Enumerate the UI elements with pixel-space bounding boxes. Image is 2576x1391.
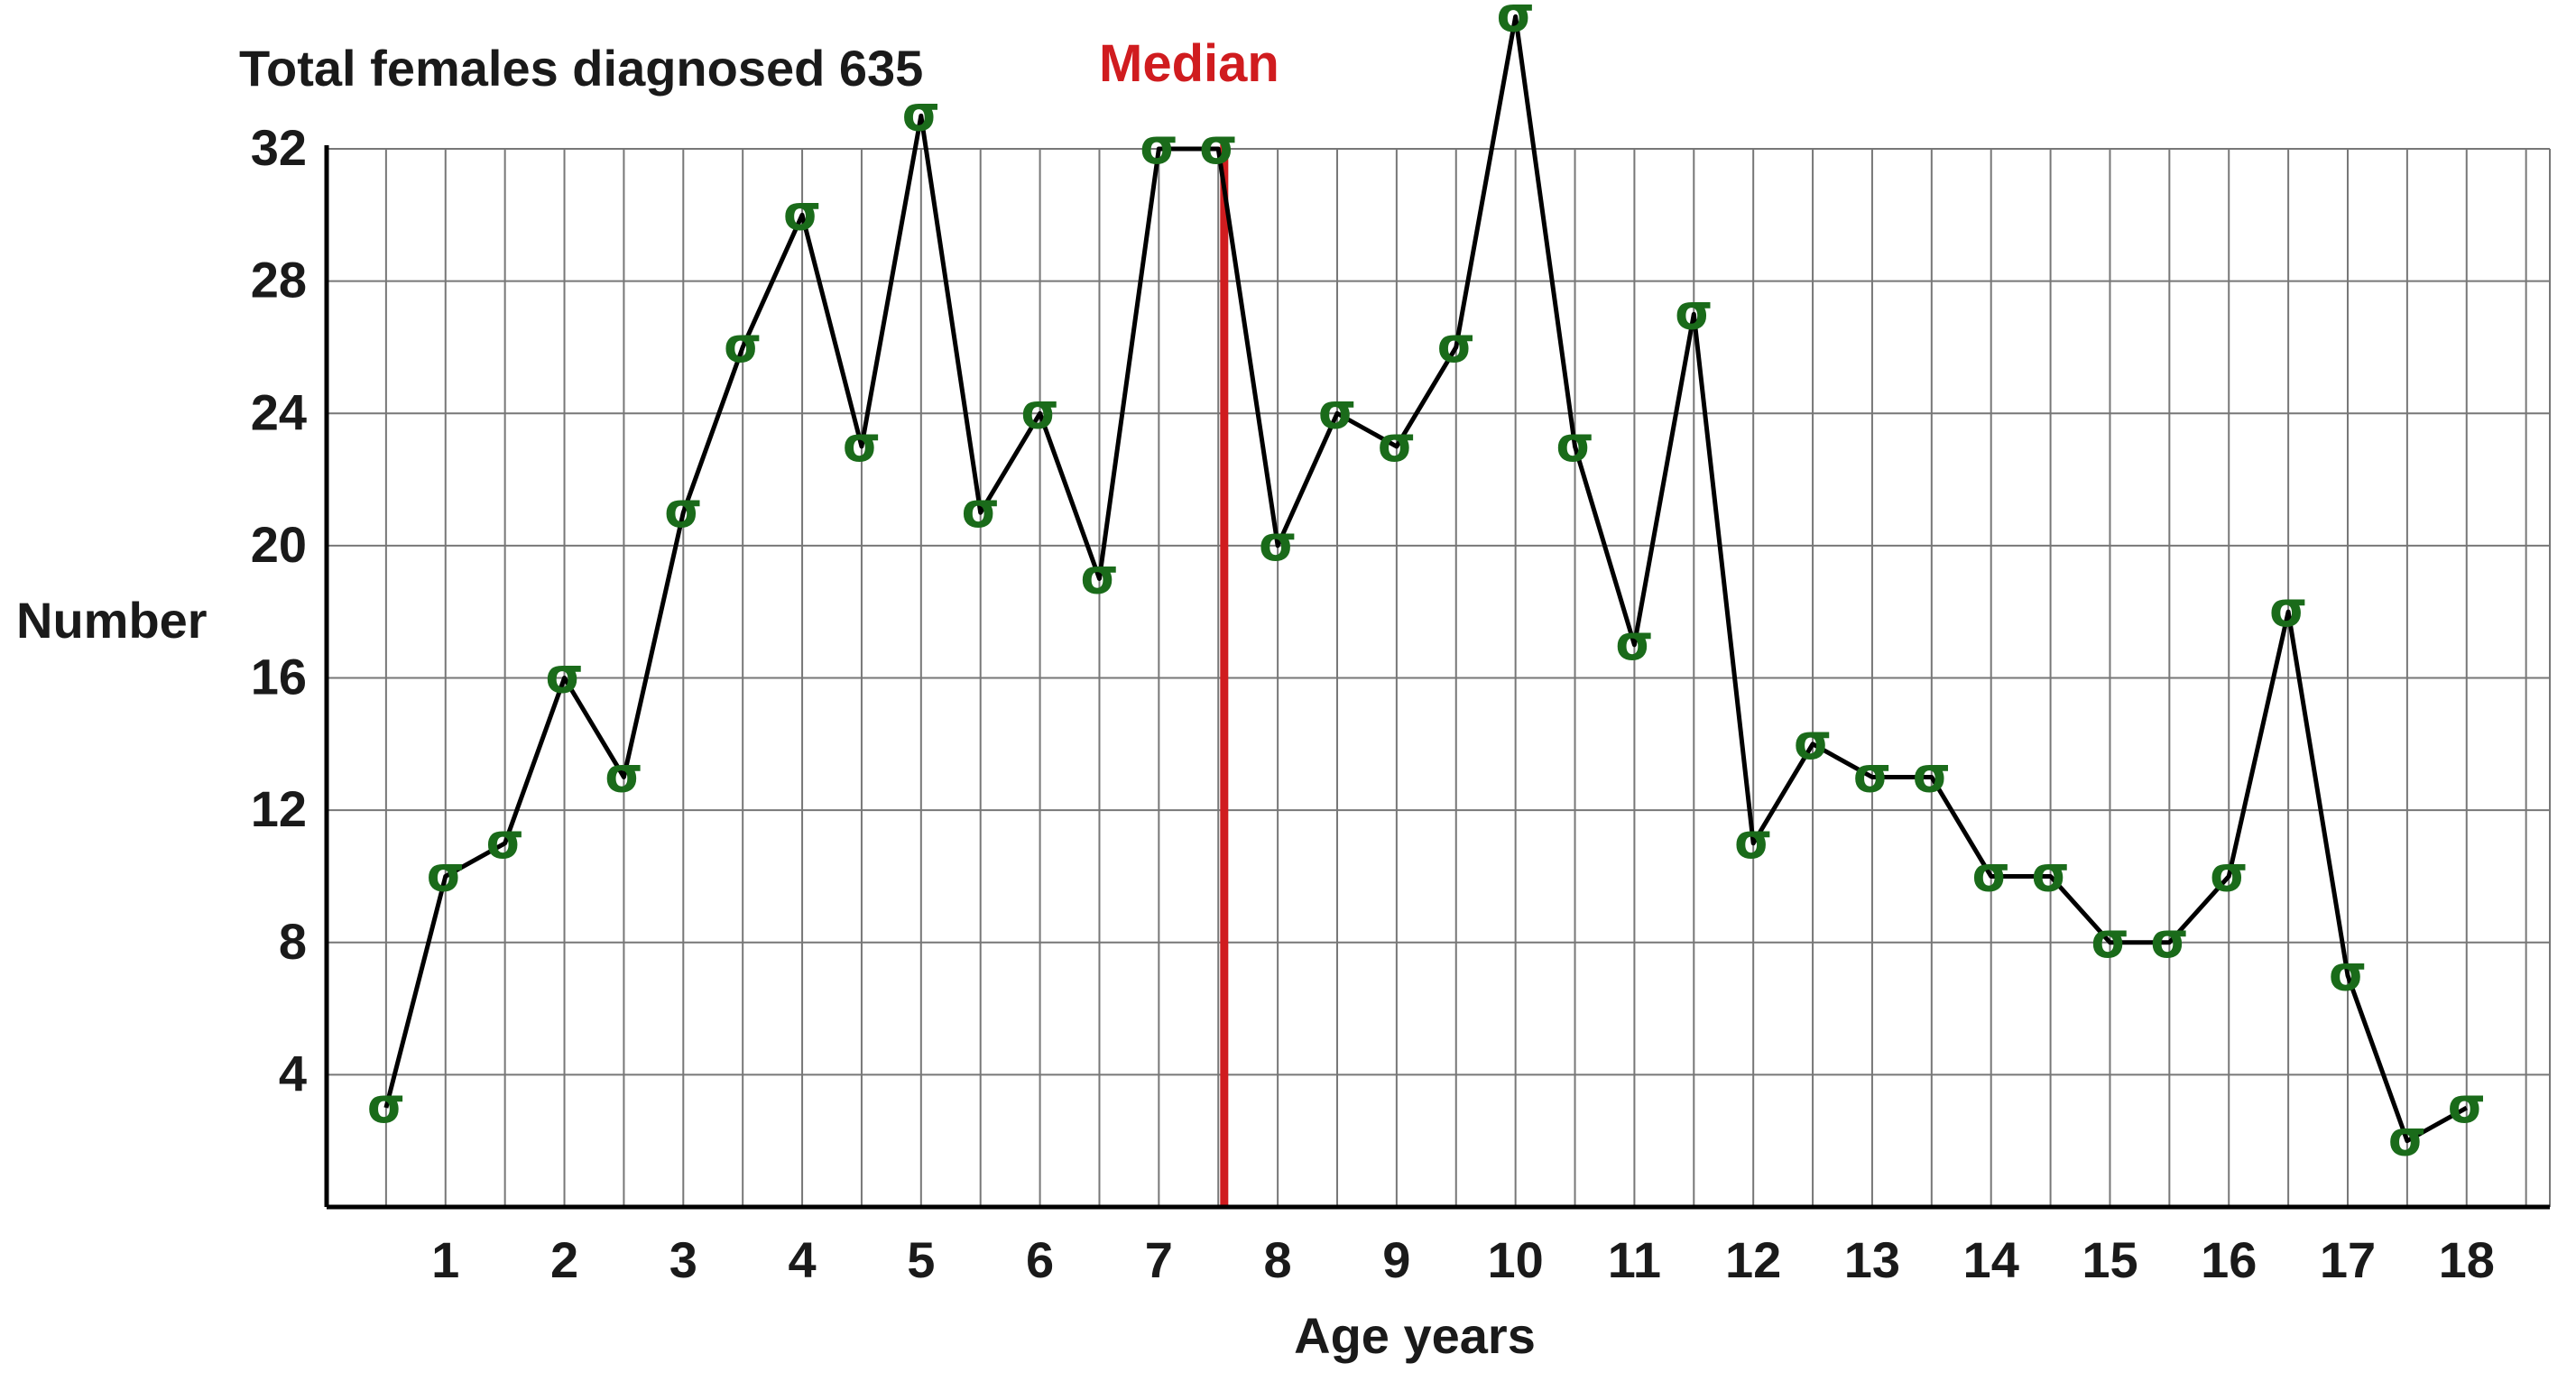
x-tick-label: 6 [1026,1231,1054,1288]
x-tick-label: 10 [1487,1231,1543,1288]
y-tick-labels: 4 8 12 16 20 24 28 32 [251,119,307,1101]
x-tick-label: 14 [1963,1231,2019,1288]
data-point: σ [1378,416,1416,473]
y-tick-label: 20 [251,516,307,573]
x-axis-label: Age years [1294,1307,1536,1364]
grid [327,148,2551,1207]
data-point: σ [1853,746,1891,803]
data-point: σ [664,482,702,539]
data-point: σ [1259,515,1297,572]
data-point: σ [724,317,762,373]
y-tick-label: 4 [279,1045,307,1101]
axes [324,145,2550,1210]
median-label: Median [1099,34,1279,93]
x-tick-label: 18 [2439,1231,2495,1288]
data-point: σ [2388,1110,2426,1167]
data-point: σ [1318,382,1356,439]
data-point: σ [843,416,881,473]
data-point: σ [2269,581,2307,638]
data-point: σ [1021,382,1059,439]
data-point: σ [1913,746,1951,803]
data-point: σ [2150,912,2188,969]
x-tick-label: 3 [669,1231,697,1288]
data-point: σ [1556,416,1593,473]
x-tick-label: 16 [2201,1231,2257,1288]
data-point: σ [902,85,940,142]
x-tick-label: 8 [1264,1231,1292,1288]
x-tick-label: 4 [788,1231,816,1288]
y-tick-label: 8 [279,913,307,970]
data-point: σ [783,184,821,241]
x-tick-label: 2 [550,1231,578,1288]
chart-title: Total females diagnosed 635 [239,40,923,97]
data-point: σ [605,746,642,803]
x-tick-label: 7 [1145,1231,1173,1288]
data-point: σ [1734,813,1772,870]
data-point: σ [1972,845,2010,902]
y-tick-label: 16 [251,649,307,705]
series-line [383,14,2468,1144]
x-tick-labels: 1 2 3 4 5 6 7 8 9 10 11 12 13 14 15 16 17 18 [431,1231,2495,1288]
data-point: σ [2210,845,2248,902]
y-axis-label: Number [16,592,208,649]
data-point: σ [962,482,1000,539]
x-tick-label: 12 [1725,1231,1781,1288]
x-tick-label: 9 [1382,1231,1410,1288]
data-point: σ [486,813,524,870]
data-point: σ [2091,912,2128,969]
data-point: σ [1437,317,1475,373]
data-point: σ [545,648,583,705]
data-point: σ [2032,845,2070,902]
data-point: σ [1080,548,1118,605]
data-point: σ [367,1077,405,1134]
y-tick-label: 28 [251,252,307,309]
x-tick-label: 5 [907,1231,935,1288]
x-tick-label: 11 [1608,1231,1661,1288]
data-point: σ [1199,118,1237,175]
data-point: σ [1615,614,1653,671]
x-tick-label: 13 [1844,1231,1900,1288]
y-tick-label: 32 [251,119,307,176]
y-tick-label: 24 [251,383,307,440]
x-tick-label: 15 [2082,1231,2137,1288]
y-tick-label: 12 [251,780,307,837]
x-tick-label: 17 [2320,1231,2376,1288]
data-point: σ [1140,118,1177,175]
data-point: σ [427,845,465,902]
data-point: σ [1794,714,1832,770]
data-line [383,14,2468,1144]
data-point: σ [1675,283,1713,340]
data-point: σ [2329,944,2367,1001]
x-tick-label: 1 [431,1231,459,1288]
data-point: σ [1497,0,1535,42]
data-point: σ [2448,1077,2486,1134]
